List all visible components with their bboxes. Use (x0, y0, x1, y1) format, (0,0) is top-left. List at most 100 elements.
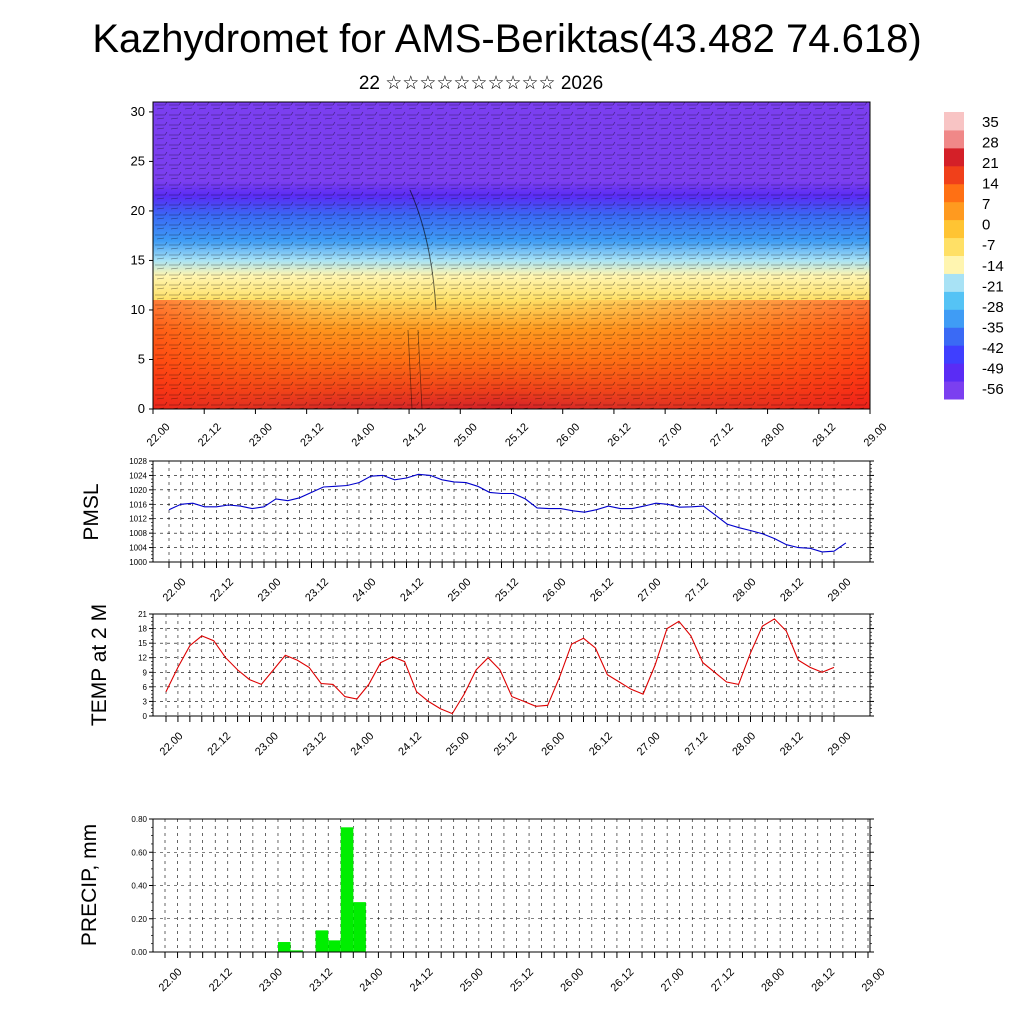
colorbar-label: 28 (982, 135, 999, 152)
x-tick-label: 26.12 (609, 966, 637, 994)
colorbar-box (944, 309, 964, 328)
y-tick-label: 15 (138, 639, 147, 648)
colorbar-box (944, 183, 964, 203)
y-tick-label: 0.80 (131, 815, 147, 824)
wind-barbs (153, 102, 870, 409)
y-axis-label: TEMP at 2 M (88, 604, 111, 726)
x-tick-label: 24.12 (401, 421, 429, 449)
colorbar-box (944, 112, 964, 131)
colorbar-labels: 35 28 21 14 7 0 -7 -14 -21 -28 -35 -42 -49 -56 (982, 114, 1004, 398)
x-tick-label: 26.00 (539, 730, 567, 758)
colorbar-box (944, 165, 964, 185)
x-tick-label: 25.12 (503, 421, 531, 449)
x-tick-label: 27.12 (682, 730, 710, 758)
x-tick-label: 23.00 (253, 730, 281, 758)
x-tick-label: 22.12 (205, 730, 233, 758)
precip-bar (353, 902, 366, 952)
x-tick-label: 25.12 (492, 730, 520, 758)
series-line (165, 618, 835, 715)
x-tick-label: 28.00 (759, 966, 787, 994)
y-tick-label: 0 (143, 712, 148, 721)
x-tick-label: 29.00 (826, 730, 854, 758)
colorbar-box (944, 237, 964, 256)
x-tick-label: 22.00 (158, 730, 186, 758)
y-tick-label: 1000 (129, 558, 147, 567)
x-tick-label: 25.12 (508, 966, 536, 994)
x-tick-label: 28.00 (731, 576, 759, 604)
precip-bar (328, 940, 341, 952)
y-tick-label: 9 (143, 668, 148, 677)
colorbar-box (944, 147, 964, 167)
y-tick-label: 15 (131, 252, 145, 267)
colorbar-label: -28 (982, 299, 1004, 316)
x-tick-label: 29.00 (826, 576, 854, 604)
y-tick-label: 25 (131, 153, 145, 168)
colorbar-box (944, 255, 964, 274)
x-tick-label: 24.00 (351, 576, 379, 604)
y-tick-label: 1024 (129, 471, 147, 480)
x-tick-label: 27.12 (708, 421, 736, 449)
precip-bar (290, 950, 304, 952)
tropopause-dip (409, 189, 437, 311)
colorbar-box (944, 381, 964, 400)
x-tick-label: 22.00 (145, 421, 173, 449)
x-tick-label: 25.00 (444, 730, 472, 758)
colorbar-label: -7 (982, 237, 995, 254)
colorbar-label: 0 (982, 217, 990, 234)
x-tick-label: 24.00 (349, 421, 377, 449)
y-tick-label: 10 (131, 302, 145, 317)
x-tick-label: 29.00 (860, 966, 888, 994)
colorbar-label: -21 (982, 278, 1004, 295)
colorbar-box (944, 129, 964, 149)
x-tick-label: 28.00 (730, 730, 758, 758)
vertical-front (407, 329, 423, 409)
colorbar-box (944, 345, 964, 364)
x-tick-label: 23.00 (256, 576, 284, 604)
x-tick-label: 22.00 (157, 966, 185, 994)
panel-frame (152, 818, 871, 953)
x-tick-label: 26.12 (606, 421, 634, 449)
x-tick-label: 29.00 (862, 421, 890, 449)
y-tick-label: 18 (138, 625, 147, 634)
y-tick-label: 1020 (129, 486, 147, 495)
cross-section-y-axis: 0 5 10 15 20 25 30 (131, 104, 153, 416)
x-tick-label: 24.00 (348, 730, 376, 758)
chart-title: Kazhydromet for AMS-Beriktas(43.482 74.6… (92, 17, 922, 61)
colorbar-box (944, 273, 964, 292)
panel-frame (152, 613, 871, 717)
x-tick-label: 27.00 (659, 966, 687, 994)
y-tick-label: 1008 (129, 529, 147, 538)
colorbar-label: 14 (982, 176, 999, 193)
y-tick-label: 1028 (129, 457, 147, 466)
colorbar-label: -42 (982, 340, 1004, 357)
precip-bar (340, 827, 354, 952)
colorbar-box (944, 201, 964, 221)
colorbar-label: 7 (982, 196, 990, 213)
y-tick-label: 1004 (129, 544, 147, 553)
y-tick-label: 1016 (129, 500, 147, 509)
precip-panel: 0.00 0.20 0.40 0.60 0.80 22.00 22.12 23.00 23.12… (78, 815, 888, 994)
y-tick-label: 0.00 (131, 948, 147, 957)
x-tick-label: 27.12 (709, 966, 737, 994)
cross-section-panel: 0 5 10 15 20 25 30 22.00 22.12 23.00 23.12 24.00 24… (131, 101, 890, 449)
x-tick-label: 22.12 (207, 966, 235, 994)
colorbar-label: -49 (982, 360, 1004, 377)
colorbar-label: -56 (982, 381, 1004, 398)
colorbar: 35 28 21 14 7 0 -7 -14 -21 -28 -35 -42 -49 -56 (944, 112, 1004, 400)
temp-panel: 0 3 6 9 12 15 18 21 22.00 22.12 23.00 23.12 24.00 24.… (88, 604, 874, 758)
panel-frame (152, 460, 871, 563)
x-tick-label: 25.00 (452, 421, 480, 449)
colorbar-label: -14 (982, 258, 1004, 275)
x-tick-label: 24.12 (396, 730, 424, 758)
y-tick-label: 30 (131, 104, 145, 119)
precip-bar (315, 930, 329, 952)
x-tick-label: 23.12 (301, 730, 329, 758)
x-tick-label: 28.12 (778, 576, 806, 604)
colorbar-label: 21 (982, 155, 999, 172)
x-tick-label: 28.12 (778, 730, 806, 758)
x-tick-label: 27.00 (635, 730, 663, 758)
x-tick-label: 22.12 (196, 421, 224, 449)
y-tick-label: 12 (138, 654, 147, 663)
x-tick-label: 25.12 (493, 576, 521, 604)
